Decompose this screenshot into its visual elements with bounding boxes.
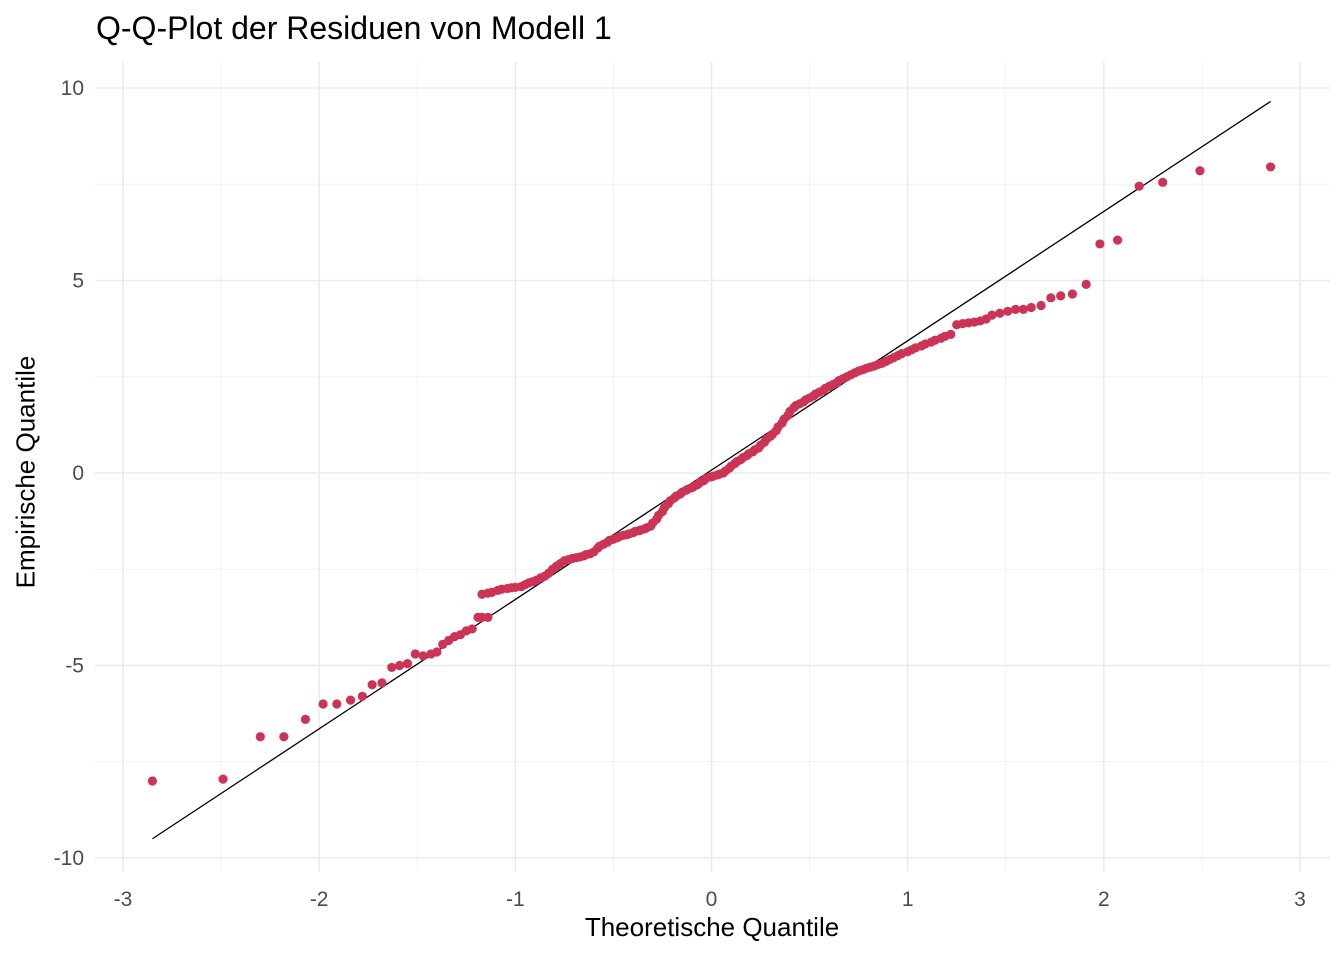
points-group [147, 162, 1276, 786]
data-point [1112, 235, 1123, 245]
data-point [1265, 162, 1276, 172]
data-point [1081, 279, 1091, 289]
data-point [995, 308, 1005, 318]
y-tick-label: 0 [72, 462, 84, 485]
x-tick-label: 1 [902, 888, 914, 911]
data-point [402, 658, 413, 669]
data-point [467, 624, 477, 634]
data-point [387, 662, 397, 673]
data-point [345, 695, 356, 705]
y-tick-label: -5 [65, 655, 84, 678]
y-tick-label: 5 [72, 270, 84, 293]
data-point [1195, 166, 1205, 176]
y-tick-label: -10 [54, 847, 84, 870]
data-point [300, 714, 311, 725]
y-axis-label: Empirische Quantile [10, 355, 41, 589]
x-tick-label: -2 [310, 888, 329, 911]
chart-title: Q-Q-Plot der Residuen von Modell 1 [96, 10, 612, 46]
data-point [318, 699, 328, 709]
x-tick-label: -1 [506, 888, 525, 911]
y-axis-ticks: -10 -5 0 5 10 [54, 77, 84, 870]
y-tick-label: 10 [61, 77, 84, 100]
x-tick-label: 2 [1098, 888, 1110, 911]
data-point [1095, 239, 1105, 249]
data-point [1046, 293, 1056, 303]
data-point [1036, 300, 1046, 311]
data-point [1003, 306, 1013, 316]
data-point [367, 680, 377, 690]
data-point [357, 691, 367, 701]
data-point [279, 732, 289, 742]
data-point [394, 660, 405, 671]
x-axis-ticks: -3 -2 -1 0 1 2 3 [114, 888, 1306, 911]
data-point [332, 699, 342, 709]
data-point [410, 649, 420, 659]
x-axis-label: Theoretische Quantile [584, 912, 840, 942]
data-point [218, 774, 228, 784]
data-point [432, 647, 442, 657]
data-point [1010, 304, 1021, 314]
data-point [1056, 291, 1066, 301]
data-point [377, 678, 387, 688]
reference-line-group [152, 100, 1271, 840]
grid [95, 62, 1330, 872]
data-point [1026, 302, 1036, 313]
data-point [946, 329, 956, 339]
x-tick-label: 0 [706, 888, 718, 911]
x-tick-label: 3 [1294, 888, 1306, 911]
reference-line [152, 100, 1271, 840]
data-point [1134, 181, 1144, 191]
data-point [1067, 289, 1078, 299]
data-point [987, 310, 997, 320]
data-point [483, 612, 493, 622]
x-tick-label: -3 [114, 888, 133, 911]
data-point [418, 651, 428, 661]
data-point [1018, 304, 1029, 314]
data-point [1158, 177, 1168, 187]
data-point [255, 732, 265, 742]
data-point [147, 776, 158, 786]
